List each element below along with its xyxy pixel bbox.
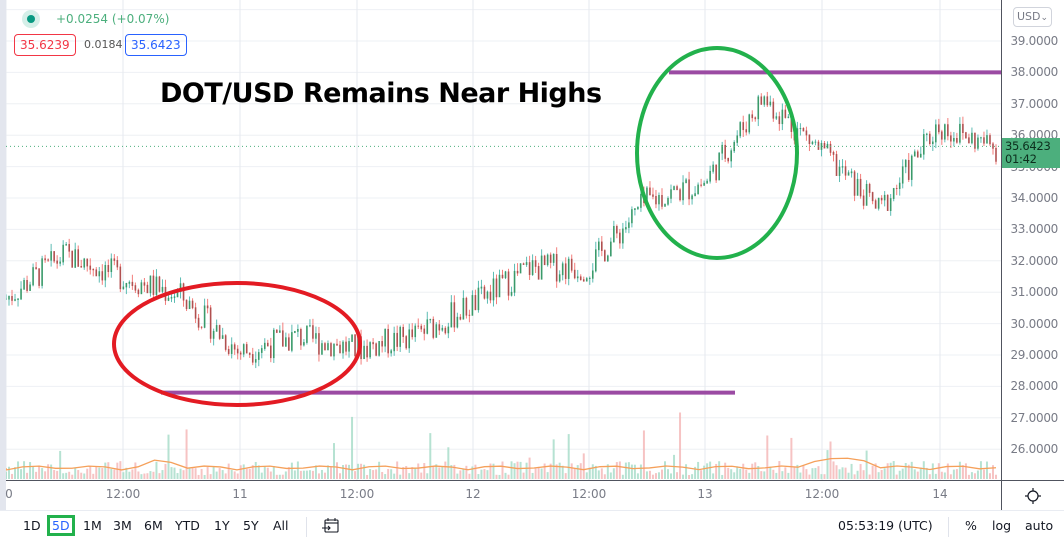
time-tick-label: 14 [932, 487, 948, 501]
price-tick-label: 39.0000 [1010, 34, 1058, 48]
time-tick-label: 12:00 [339, 487, 375, 501]
utc-clock[interactable]: 05:53:19 (UTC) [838, 518, 933, 533]
range-1y[interactable]: 1Y [214, 518, 230, 533]
buy-price-button[interactable]: 35.6423 [125, 34, 187, 56]
price-axis[interactable]: 39.000038.000037.000036.000035.000034.00… [1001, 0, 1064, 480]
price-tick-label: 38.0000 [1010, 65, 1058, 80]
range-3m[interactable]: 3M [113, 518, 132, 533]
price-chart[interactable] [6, 0, 1001, 480]
price-tick-label: 29.0000 [1010, 348, 1058, 362]
price-tick-label: 37.0000 [1010, 96, 1058, 111]
sell-price-button[interactable]: 35.6239 [14, 34, 76, 56]
log-scale-toggle[interactable]: log [992, 518, 1012, 533]
consolidation-circle [112, 281, 362, 407]
price-tick-label: 31.0000 [1010, 285, 1058, 300]
range-5d[interactable]: 5D [47, 515, 75, 536]
price-change: +0.0254 (+0.07%) [56, 12, 170, 26]
time-tick-label: 13 [697, 487, 713, 501]
price-tick-label: 28.0000 [1010, 379, 1058, 394]
time-tick-label: 12:00 [804, 487, 840, 501]
time-tick-label: 0 [5, 487, 13, 501]
time-tick-label: 11 [232, 487, 248, 501]
current-price-label: 35.6423 01:42 [1002, 138, 1060, 168]
range-5y[interactable]: 5Y [243, 518, 259, 533]
currency-selector[interactable]: USD⌄ [1013, 7, 1052, 27]
volume-ma-line [6, 457, 997, 471]
price-tick-label: 30.0000 [1010, 316, 1058, 331]
divider [948, 517, 949, 537]
go-to-date-icon[interactable] [322, 518, 340, 534]
gear-icon [1025, 487, 1041, 504]
highs-circle [635, 46, 799, 260]
current-price-value: 35.6423 [1005, 139, 1051, 153]
market-status-indicator [22, 10, 40, 28]
bottom-toolbar: 1D 5D 1M 3M 6M YTD 1Y 5Y All 05:53:19 (U… [0, 510, 1064, 540]
price-tick-label: 26.0000 [1010, 442, 1058, 457]
range-all[interactable]: All [273, 518, 289, 533]
time-axis[interactable]: 0 12:00 11 12:00 12 12:00 13 12:00 14 [5, 480, 1001, 510]
time-tick-label: 12:00 [571, 487, 607, 501]
time-tick-label: 12 [465, 487, 481, 501]
range-1m[interactable]: 1M [83, 518, 102, 533]
price-tick-label: 34.0000 [1010, 191, 1058, 205]
currency-label: USD [1016, 10, 1041, 23]
price-chart-canvas [6, 0, 1001, 480]
price-tick-label: 32.0000 [1010, 253, 1058, 268]
range-1d[interactable]: 1D [23, 518, 41, 533]
chevron-down-icon: ⌄ [1040, 13, 1049, 23]
auto-scale-toggle[interactable]: auto [1025, 518, 1054, 533]
range-6m[interactable]: 6M [144, 518, 163, 533]
spread-value: 0.0184 [84, 38, 123, 51]
price-tick-label: 33.0000 [1010, 222, 1058, 237]
range-ytd[interactable]: YTD [175, 518, 200, 533]
divider [306, 517, 307, 537]
status-dot-icon [27, 15, 35, 23]
bar-countdown: 01:42 [1005, 152, 1037, 166]
chart-headline: DOT/USD Remains Near Highs [160, 78, 602, 109]
chart-settings-button[interactable] [1001, 480, 1064, 510]
price-tick-label: 27.0000 [1010, 410, 1058, 425]
time-tick-label: 12:00 [105, 487, 141, 501]
left-edge-strip [0, 0, 6, 510]
percent-scale-toggle[interactable]: % [965, 518, 977, 533]
